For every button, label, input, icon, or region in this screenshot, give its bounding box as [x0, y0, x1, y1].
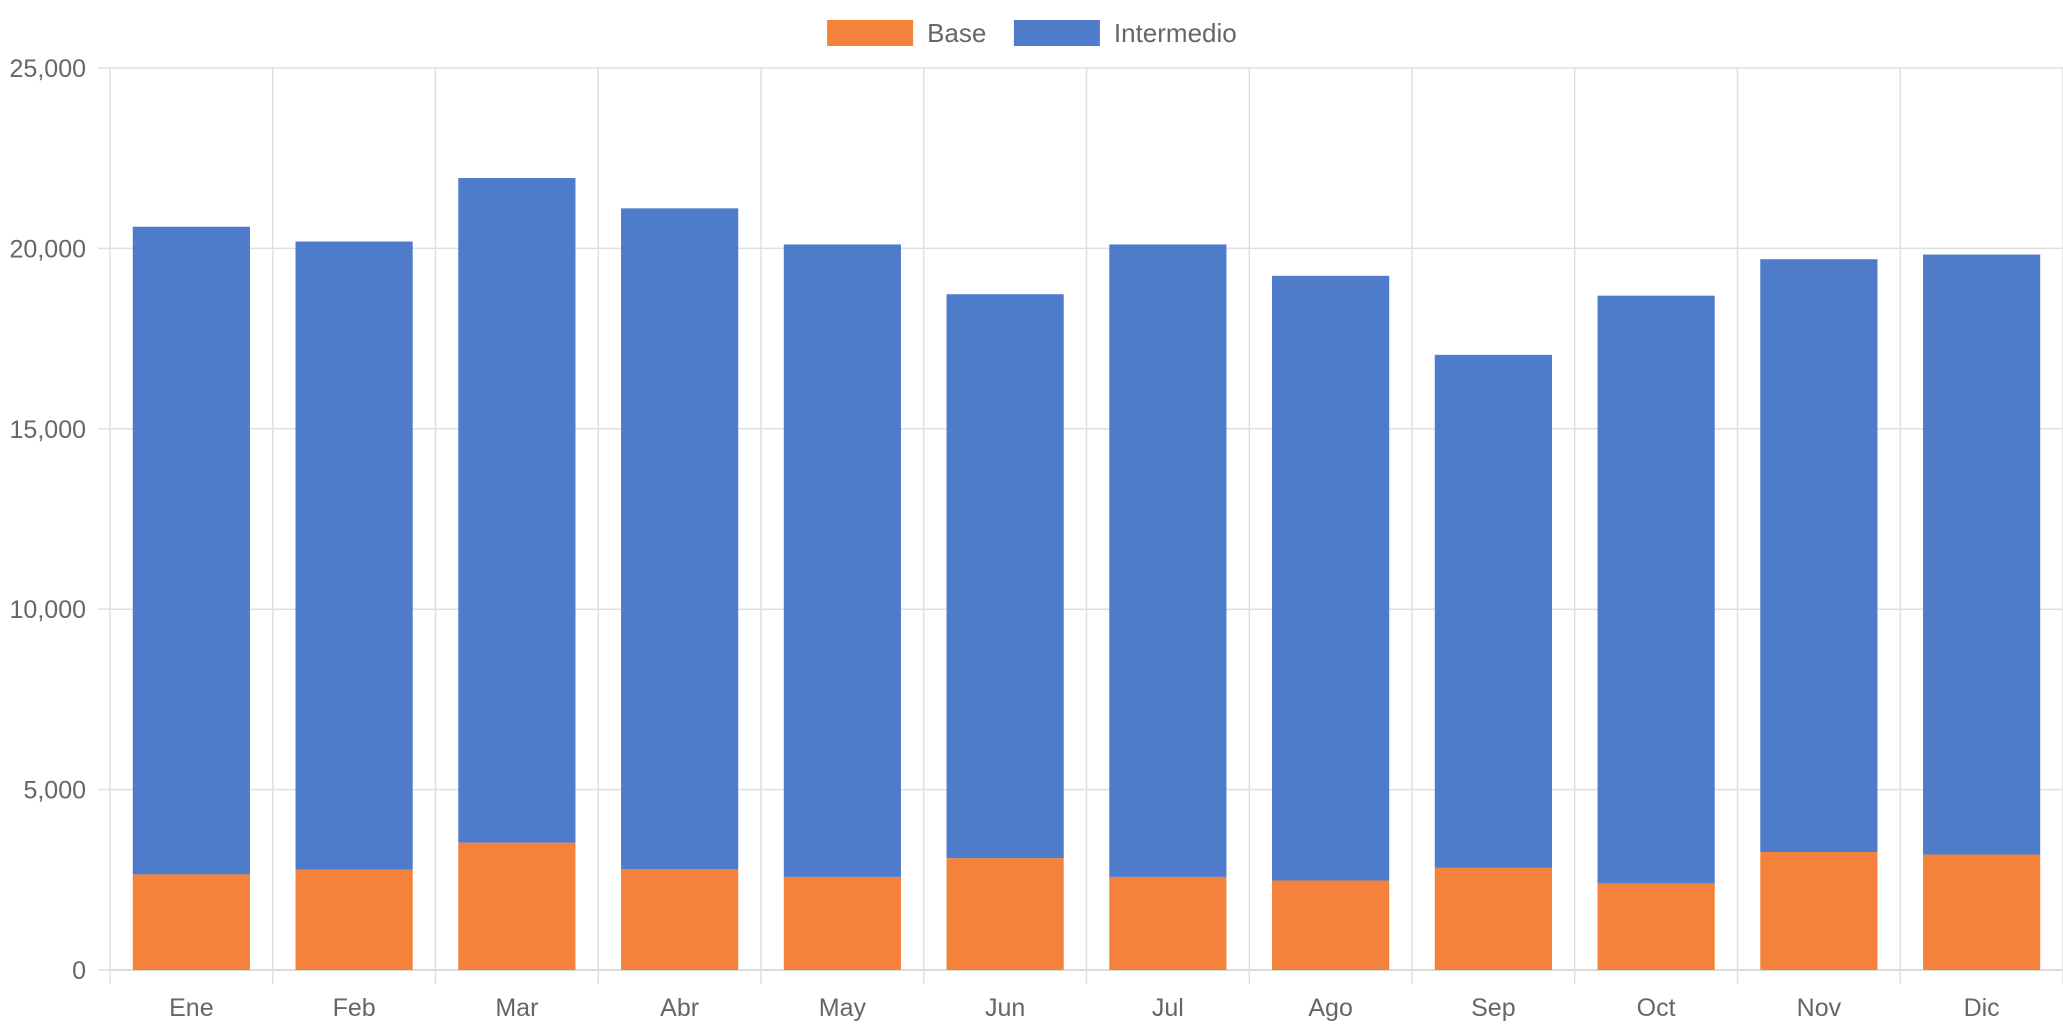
x-tick-label: Feb — [333, 994, 376, 1022]
x-tick-label: Jun — [985, 994, 1025, 1022]
bar-intermedio-mar[interactable] — [458, 178, 576, 843]
bar-base-feb[interactable] — [295, 869, 413, 970]
y-tick-label: 15,000 — [10, 416, 86, 444]
bar-base-jul[interactable] — [1109, 876, 1227, 970]
bar-intermedio-abr[interactable] — [621, 208, 739, 869]
bar-intermedio-ago[interactable] — [1272, 275, 1390, 881]
bar-base-sep[interactable] — [1434, 867, 1552, 970]
bar-intermedio-dic[interactable] — [1923, 254, 2041, 855]
bar-intermedio-sep[interactable] — [1434, 354, 1552, 868]
y-tick-label: 20,000 — [10, 235, 86, 263]
x-tick-label: Ago — [1308, 994, 1352, 1022]
bar-intermedio-ene[interactable] — [132, 226, 250, 875]
x-tick-label: Nov — [1797, 994, 1842, 1022]
x-tick-label: Sep — [1471, 994, 1515, 1022]
legend-item-base[interactable]: Base — [827, 18, 986, 48]
y-tick-label: 25,000 — [10, 55, 86, 83]
x-tick-label: Abr — [660, 994, 699, 1022]
y-tick-label: 0 — [72, 957, 86, 985]
x-tick-label: Dic — [1964, 994, 2000, 1022]
bar-intermedio-nov[interactable] — [1760, 259, 1878, 853]
legend[interactable]: Base Intermedio — [827, 18, 1237, 48]
legend-item-intermedio[interactable]: Intermedio — [1013, 18, 1237, 48]
legend-label-intermedio: Intermedio — [1114, 18, 1237, 48]
x-tick-label: Ene — [169, 994, 213, 1022]
x-tick-label: Oct — [1637, 994, 1676, 1022]
bar-intermedio-feb[interactable] — [295, 241, 413, 870]
bars-layer — [132, 178, 2041, 970]
y-tick-label: 5,000 — [23, 777, 86, 805]
x-tick-label: May — [819, 994, 867, 1022]
x-tick-label: Jul — [1152, 994, 1184, 1022]
bar-base-jun[interactable] — [946, 858, 1064, 970]
legend-swatch-intermedio — [1013, 20, 1100, 46]
bar-base-dic[interactable] — [1923, 854, 2041, 970]
axis-layer: 0 5,000 10,000 15,000 20,000 25,000 Ene Feb Mar A… — [10, 55, 2000, 1022]
bar-base-mar[interactable] — [458, 842, 576, 970]
bar-base-abr[interactable] — [621, 868, 739, 970]
bar-base-may[interactable] — [783, 876, 901, 970]
bar-base-nov[interactable] — [1760, 852, 1878, 970]
x-tick-label: Mar — [495, 994, 538, 1022]
bar-base-ago[interactable] — [1272, 880, 1390, 970]
grid-layer — [109, 67, 2063, 984]
bar-base-ene[interactable] — [132, 874, 250, 970]
legend-label-base: Base — [927, 18, 986, 48]
bar-intermedio-jul[interactable] — [1109, 244, 1227, 877]
bar-base-oct[interactable] — [1597, 883, 1715, 970]
bar-intermedio-oct[interactable] — [1597, 295, 1715, 884]
y-tick-label: 10,000 — [10, 596, 86, 624]
bar-intermedio-may[interactable] — [783, 244, 901, 877]
legend-swatch-base — [827, 20, 914, 46]
bar-intermedio-jun[interactable] — [946, 294, 1064, 859]
